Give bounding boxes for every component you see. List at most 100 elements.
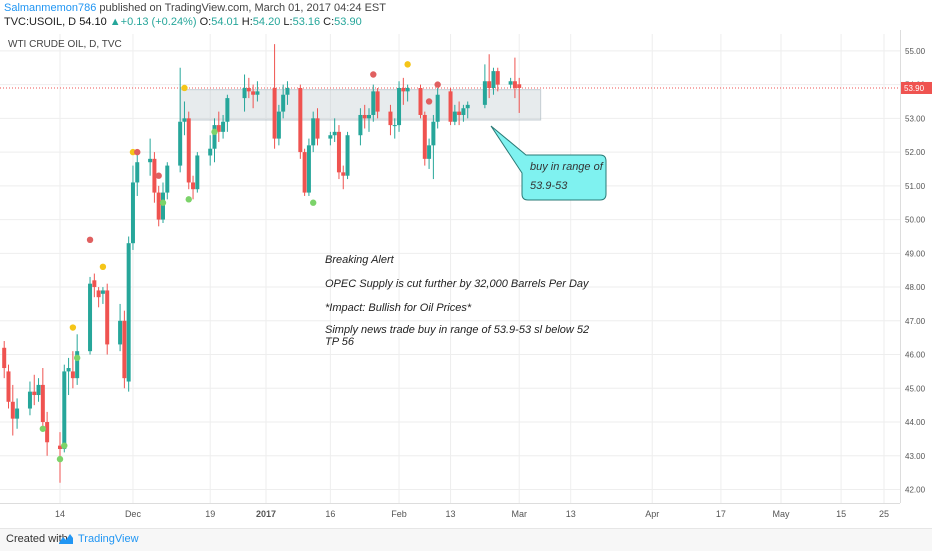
chart-area[interactable]: 42.00 43.00 44.00 45.00 46.00 47.00 48.00 49.00… (0, 30, 932, 525)
candle-body (10, 401, 15, 419)
time-tick-label: 19 (205, 509, 215, 519)
candle-body (517, 84, 522, 88)
candle-body (130, 182, 135, 244)
last-price: 54.10 (79, 16, 107, 28)
signal-dot-green (73, 354, 81, 362)
candle-body (96, 290, 101, 298)
time-tick-label: Apr (645, 509, 659, 519)
time-tick-label: 14 (55, 509, 65, 519)
candle-body (276, 111, 281, 139)
callout-box[interactable] (490, 125, 607, 201)
candle-body (118, 320, 123, 345)
candle-body (2, 347, 7, 369)
price-tick-label: 47.00 (905, 317, 926, 326)
candle-body (328, 135, 333, 139)
candle-body (182, 118, 187, 122)
candle-body (371, 91, 376, 115)
candle-body (311, 118, 316, 146)
candle-body (75, 351, 80, 379)
candle-body (388, 111, 393, 126)
price-tick-label: 46.00 (905, 351, 926, 360)
candle-body (246, 87, 251, 92)
price-tick-label: 50.00 (905, 216, 926, 225)
candle-body (92, 280, 97, 288)
low-value: 53.16 (292, 16, 321, 28)
candle-body (251, 91, 256, 95)
candle-body (431, 121, 436, 146)
candle-body (27, 391, 32, 409)
candle-body (216, 125, 221, 132)
high-label: H: (241, 16, 253, 28)
time-tick-label: Feb (391, 509, 407, 519)
candle-body (302, 152, 307, 193)
signal-dot-yellow (69, 324, 77, 331)
price-tick-label: 44.00 (905, 418, 926, 427)
candle-body (152, 158, 157, 193)
price-tick-label: 49.00 (905, 249, 926, 258)
close-value: 53.90 (334, 16, 362, 28)
alert-line-2: *Impact: Bullish for Oil Prices* (325, 302, 472, 314)
candle-body (495, 71, 500, 85)
callout-text-line2: 53.9-53 (530, 180, 568, 192)
time-tick-label: 13 (566, 509, 576, 519)
candle-body (448, 91, 453, 122)
signal-dot-red (434, 81, 441, 88)
price-axis[interactable]: 42.00 43.00 44.00 45.00 46.00 47.00 48.00 49.00… (900, 30, 932, 525)
time-tick-label: 17 (716, 509, 726, 519)
change-up-icon: ▲ (109, 16, 121, 28)
candle-body (208, 148, 213, 156)
candle-body (392, 125, 397, 127)
callout-text-line1: buy in range of (530, 161, 604, 173)
candle-body (148, 158, 153, 163)
candle-body (221, 121, 226, 132)
chart-title: WTI CRUDE OIL, D, TVC (8, 39, 122, 50)
signal-dot-green (39, 425, 47, 432)
candle-body (461, 108, 466, 115)
tradingview-brand-link[interactable]: TradingView (78, 533, 139, 545)
candle-body (341, 172, 346, 176)
time-tick-label: 13 (446, 509, 456, 519)
candle-body (482, 81, 487, 105)
price-tick-label: 52.00 (905, 148, 926, 157)
candle-body (375, 91, 380, 112)
candle-body (332, 131, 337, 136)
time-tick-label: 25 (879, 509, 889, 519)
alert-line-4: TP 56 (325, 336, 355, 348)
price-tick-label: 45.00 (905, 384, 926, 393)
price-tick-label: 51.00 (905, 182, 926, 191)
candle-body (465, 104, 470, 109)
signal-dot-green (61, 442, 68, 449)
candle-body (452, 111, 457, 122)
candle-body (397, 87, 402, 126)
alert-note[interactable]: Breaking Alert OPEC Supply is cut furthe… (325, 254, 590, 348)
candle-body (508, 81, 513, 85)
signal-markers (39, 61, 441, 463)
candle-body (285, 87, 290, 95)
price-tick-label: 48.00 (905, 283, 926, 292)
time-axis[interactable]: 14 Dec 19 2017 16 Feb 13 Mar 13 Apr 17 May 15 25 (0, 503, 900, 520)
open-value: 54.01 (211, 16, 239, 28)
candle-body (427, 145, 432, 159)
time-tick-label: Mar (511, 509, 527, 519)
candle-body (272, 87, 277, 139)
ticker-label: TVC:USOIL, D (4, 16, 77, 28)
alert-line-3: Simply news trade buy in range of 53.9-5… (325, 324, 589, 336)
price-tick-label: 55.00 (905, 47, 926, 56)
signal-dot-green (185, 196, 192, 203)
high-value: 54.20 (252, 16, 281, 28)
signal-dot-green (211, 128, 218, 136)
callout[interactable]: buy in range of 53.9-53 (490, 125, 607, 201)
alert-line-1: OPEC Supply is cut further by 32,000 Bar… (325, 278, 590, 290)
candle-body (58, 445, 62, 450)
candle-body (362, 114, 367, 119)
candle-body (358, 114, 363, 136)
candle-body (195, 155, 200, 190)
time-tick-label: 2017 (256, 509, 276, 519)
time-tick-label: Dec (125, 509, 142, 519)
signal-dot-red (425, 98, 433, 105)
price-chart[interactable]: 42.00 43.00 44.00 45.00 46.00 47.00 48.00 49.00… (0, 30, 932, 525)
candle-body (105, 290, 110, 345)
candle-body (422, 114, 427, 159)
tradingview-logo-icon[interactable] (58, 532, 74, 546)
author-link[interactable]: Salmanmemon786 (4, 2, 97, 14)
